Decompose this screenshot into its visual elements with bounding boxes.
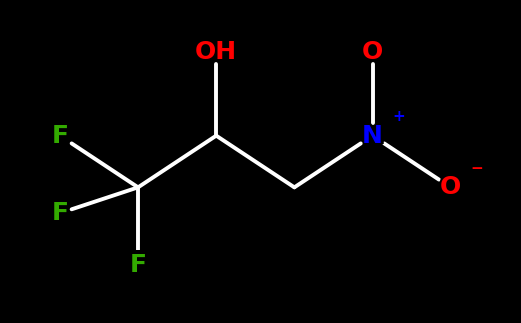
Text: OH: OH <box>189 36 243 67</box>
Text: +: + <box>392 109 405 124</box>
Text: OH: OH <box>195 40 237 64</box>
Text: F: F <box>49 198 71 229</box>
Text: F: F <box>52 201 68 225</box>
Text: O: O <box>359 36 386 67</box>
Text: O: O <box>362 40 383 64</box>
Text: N: N <box>362 124 383 148</box>
Text: N: N <box>359 120 386 151</box>
Text: F: F <box>130 253 146 277</box>
Text: F: F <box>127 249 149 280</box>
Text: O: O <box>440 175 461 199</box>
Text: O: O <box>437 172 464 203</box>
Text: F: F <box>52 124 68 148</box>
Text: −: − <box>470 161 483 176</box>
Text: F: F <box>49 120 71 151</box>
